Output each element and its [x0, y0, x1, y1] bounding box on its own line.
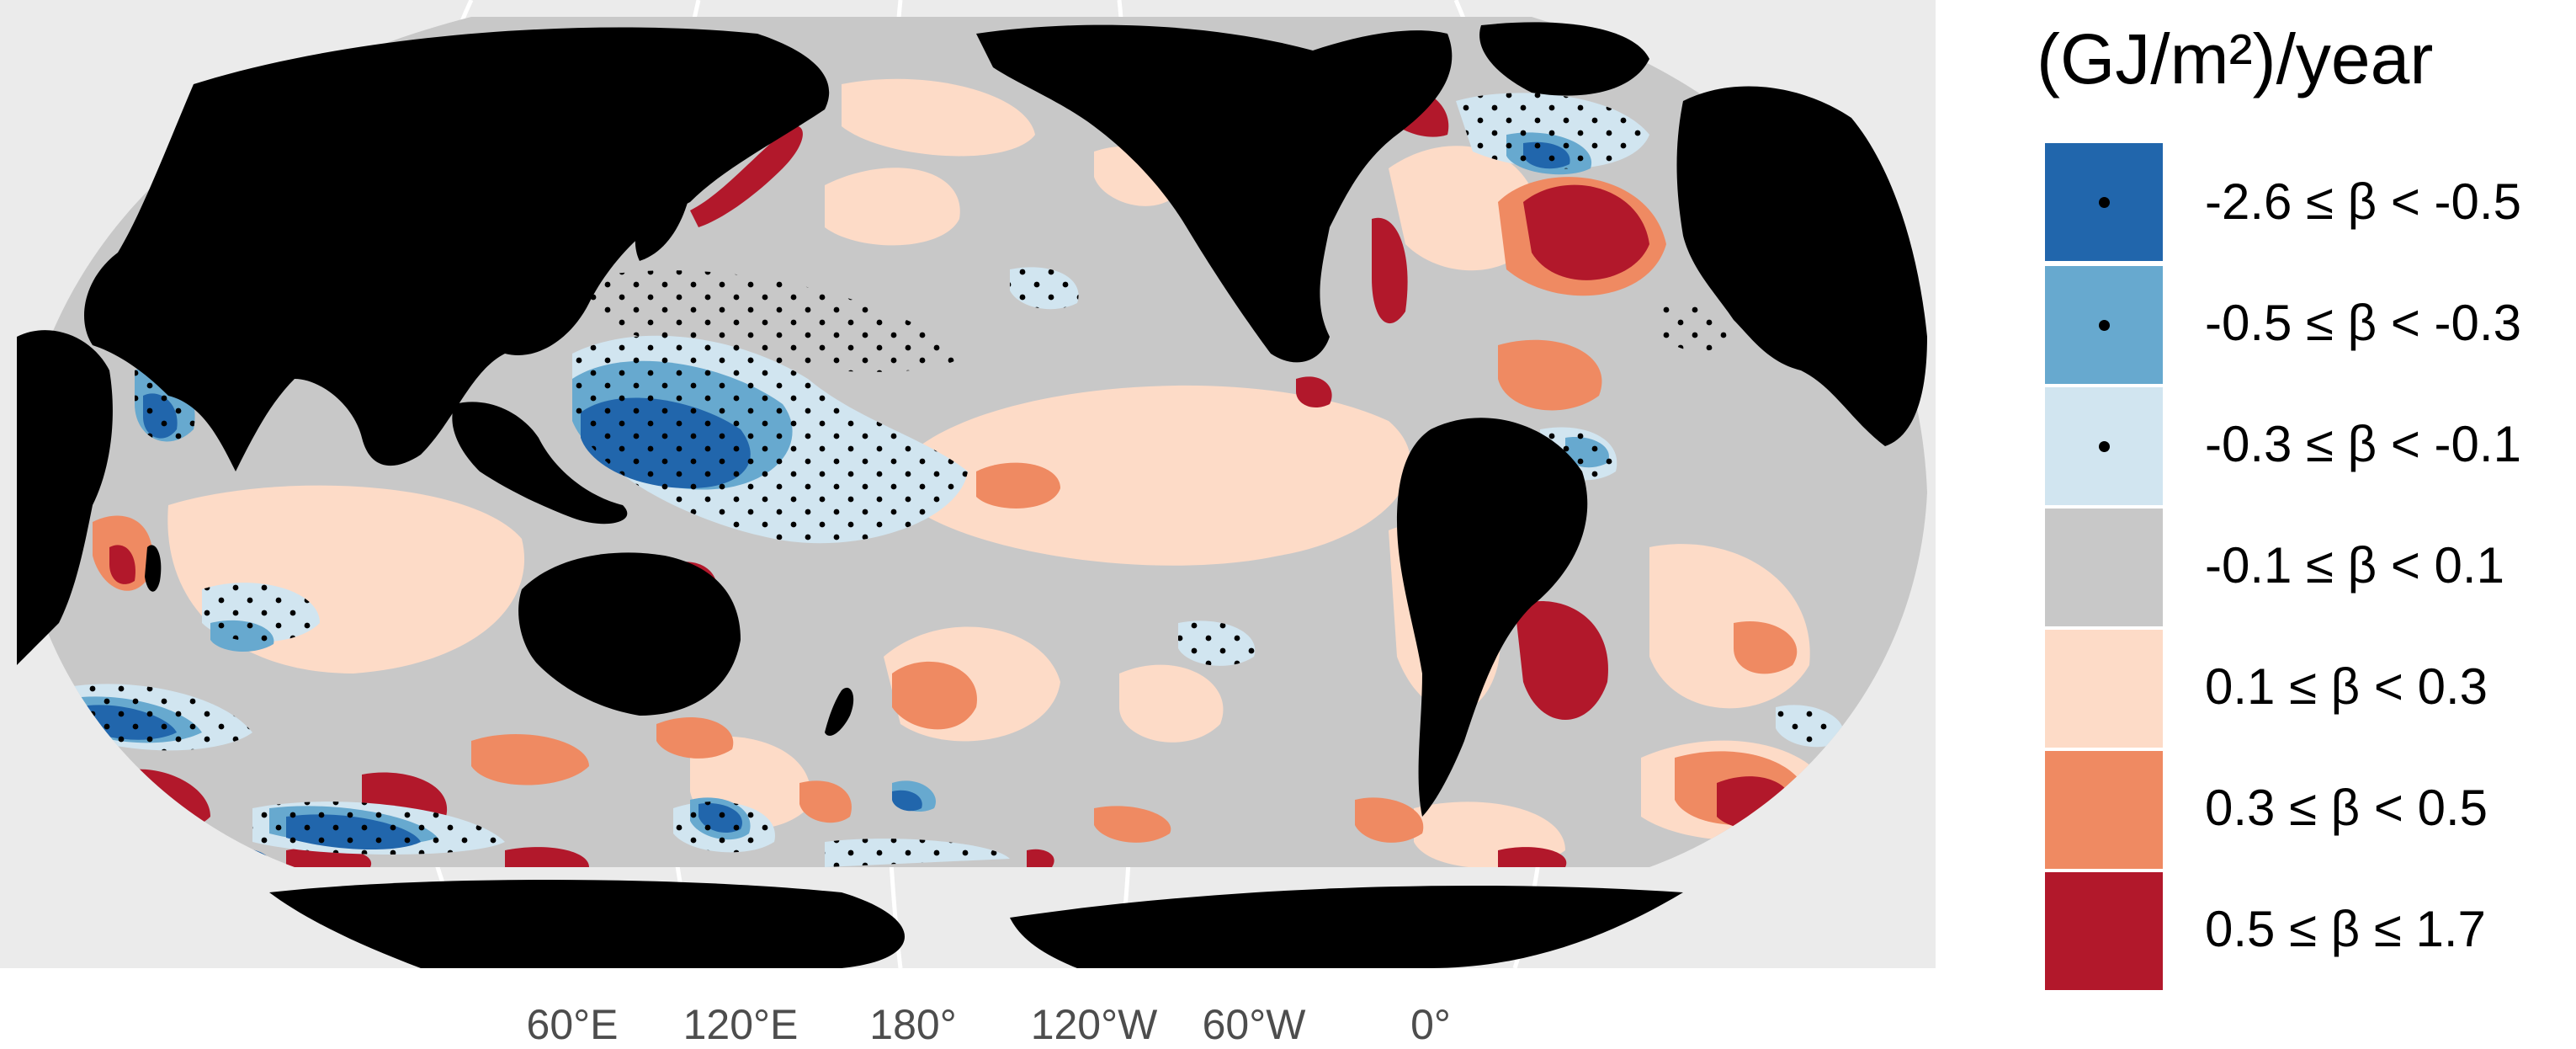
- legend-swatch: [2045, 386, 2163, 505]
- south-america: [1397, 418, 1588, 817]
- x-tick-label: 60°E: [526, 1001, 619, 1048]
- stipple-dot-icon: [2099, 441, 2110, 452]
- map-panel: 60°E 120°E 180° 120°W 60°W 0°: [0, 0, 1936, 1048]
- stipple-dot-icon: [2099, 320, 2110, 331]
- legend-item: -0.5 ≤ β < -0.3: [2037, 264, 2575, 384]
- legend-item: 0.1 ≤ β < 0.3: [2037, 628, 2575, 748]
- ocean-heat-trend-map: [0, 0, 1936, 970]
- japan: [635, 178, 690, 261]
- maritime-se-asia: [452, 402, 628, 524]
- legend-label: 0.5 ≤ β ≤ 1.7: [2205, 901, 2486, 957]
- ocean-field: [17, 17, 1927, 867]
- x-tick-label: 0°: [1410, 1001, 1451, 1048]
- legend-swatch: [2045, 264, 2163, 384]
- legend-swatch: [2045, 871, 2163, 990]
- africa-landmass: [17, 330, 113, 665]
- greenland: [1479, 22, 1649, 96]
- legend-item: -0.3 ≤ β < -0.1: [2037, 386, 2575, 505]
- land: [17, 22, 1927, 968]
- legend-swatch: [2045, 507, 2163, 626]
- antarctica: [269, 880, 905, 968]
- legend-label: 0.1 ≤ β < 0.3: [2205, 658, 2488, 715]
- legend-item: -2.6 ≤ β < -0.5: [2037, 143, 2575, 261]
- legend-label: 0.3 ≤ β < 0.5: [2205, 780, 2488, 836]
- legend-item: 0.5 ≤ β ≤ 1.7: [2037, 871, 2575, 990]
- legend: (GJ/m²)/year -2.6 ≤ β < -0.5 -0.5 ≤ β < -…: [2037, 17, 2575, 1027]
- madagascar: [145, 545, 162, 592]
- legend-item: -0.1 ≤ β < 0.1: [2037, 507, 2575, 626]
- legend-label: -0.1 ≤ β < 0.1: [2205, 537, 2504, 594]
- legend-swatch: [2045, 749, 2163, 869]
- antarctica-east: [1010, 885, 1683, 968]
- legend-label: -2.6 ≤ β < -0.5: [2205, 173, 2521, 230]
- stipple-dot-icon: [2099, 197, 2110, 208]
- north-america: [976, 24, 1453, 363]
- x-tick-label: 60°W: [1202, 1001, 1306, 1048]
- legend-item: 0.3 ≤ β < 0.5: [2037, 749, 2575, 869]
- new-zealand: [825, 687, 854, 736]
- legend-swatch: [2045, 628, 2163, 748]
- europe-africa-east: [1676, 86, 1927, 446]
- stipple-overlay: [50, 93, 1845, 867]
- eurasia-landmass: [84, 27, 830, 471]
- legend-label: -0.3 ≤ β < -0.1: [2205, 416, 2521, 472]
- x-tick-label: 180°: [869, 1001, 957, 1048]
- legend-swatch: [2045, 143, 2163, 261]
- x-tick-label: 120°W: [1030, 1001, 1158, 1048]
- legend-label: -0.5 ≤ β < -0.3: [2205, 295, 2521, 351]
- legend-title: (GJ/m²)/year: [2037, 19, 2434, 99]
- australia: [518, 552, 741, 716]
- x-tick-label: 120°E: [683, 1001, 799, 1048]
